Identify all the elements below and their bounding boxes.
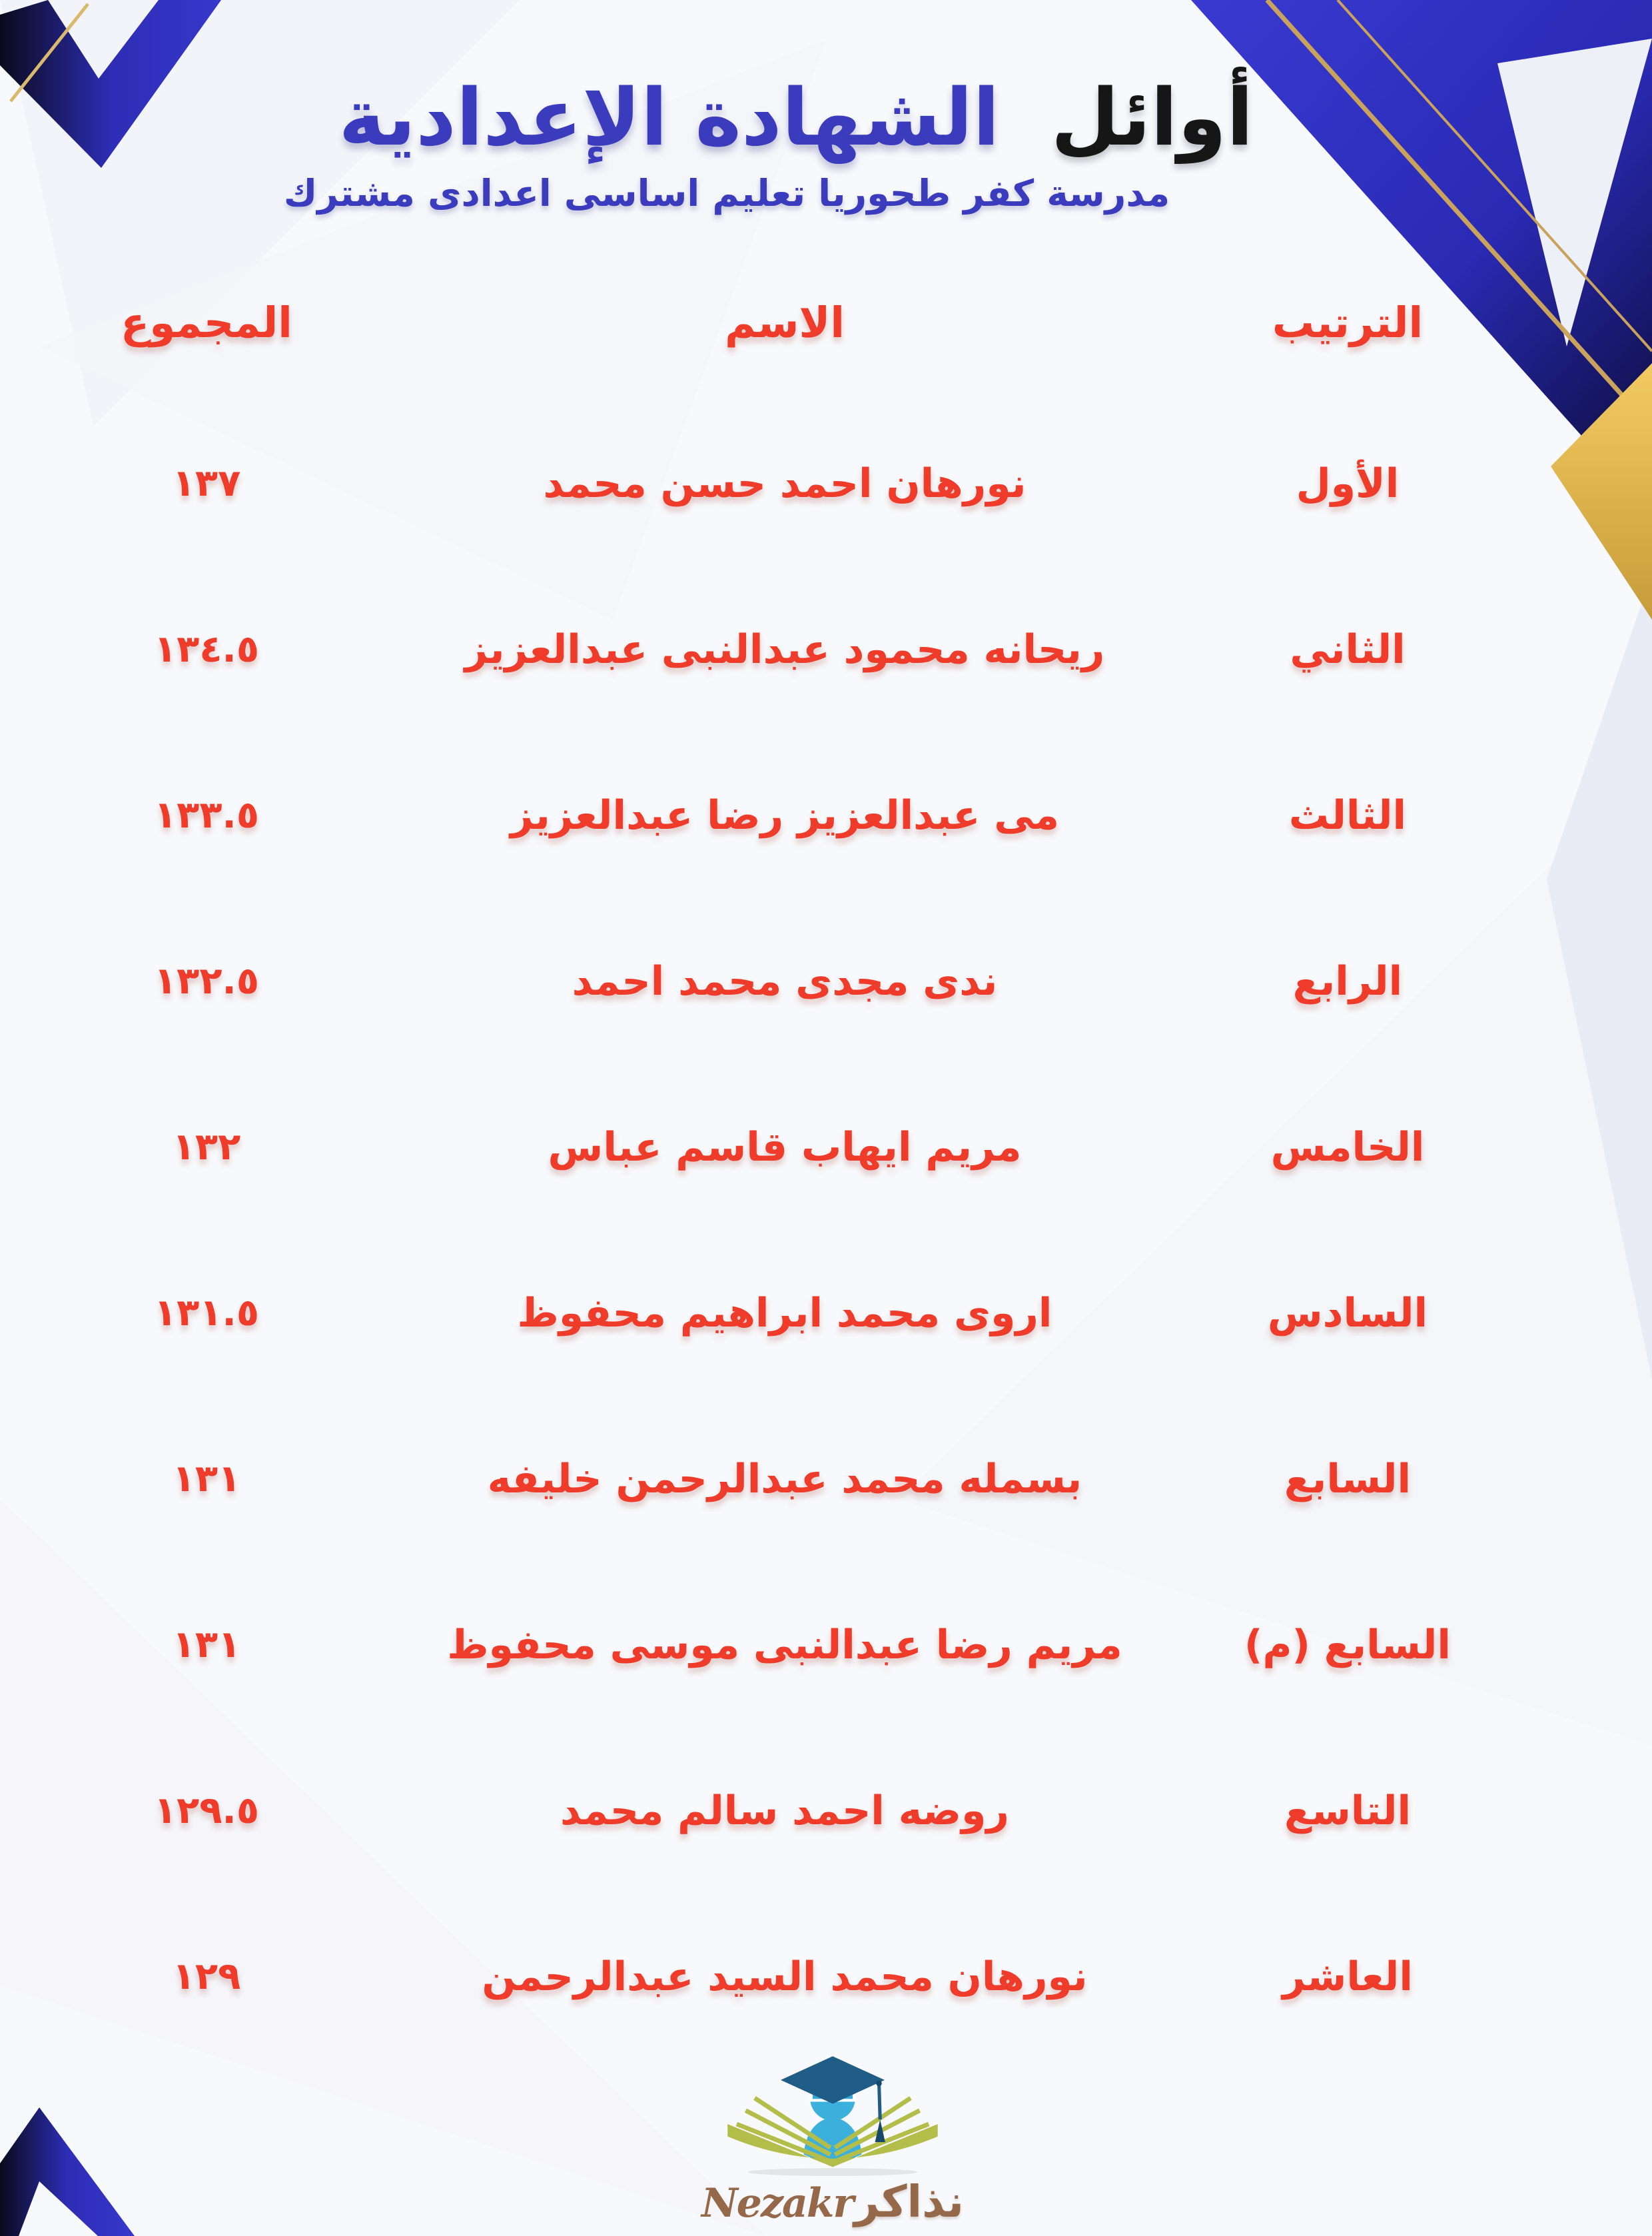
table-row: ١٣٤.٥ ريحانه محمود عبدالنبى عبدالعزيز ال…	[0, 566, 1652, 732]
bg-facet	[40, 40, 826, 620]
row-total: ١٣٣.٥	[154, 794, 259, 837]
row-total: ١٣١.٥	[154, 1291, 259, 1335]
bg-facet	[899, 766, 1652, 1746]
brand-arabic: نذاكر	[854, 2176, 965, 2227]
row-rank: الثالث	[1288, 792, 1407, 839]
table-row: ١٣١.٥ اروى محمد ابراهيم محفوظ السادس	[0, 1230, 1652, 1396]
brand-latin: Nezakr	[701, 2180, 854, 2227]
row-name: نورهان احمد حسن محمد	[543, 460, 1027, 507]
row-total: ١٣٤.٥	[154, 628, 259, 671]
row-total: ١٣٢.٥	[154, 959, 259, 1003]
row-name: روضه احمد سالم محمد	[560, 1787, 1009, 1834]
row-name: مى عبدالعزيز رضا عبدالعزيز	[510, 792, 1060, 839]
row-name: بسمله محمد عبدالرحمن خليفه	[487, 1455, 1082, 1502]
row-rank: الخامس	[1270, 1123, 1425, 1171]
row-name: نورهان محمد السيد عبدالرحمن	[482, 1953, 1088, 2000]
gold-line	[1336, 0, 1652, 352]
graduate-cap-open-book-icon	[727, 2056, 938, 2176]
table-header: المجموع الاسم الترتيب	[0, 282, 1652, 362]
results-list: ١٣٧ نورهان احمد حسن محمد الأول ١٣٤.٥ ريح…	[0, 400, 1652, 2059]
table-row: ١٣٢ مريم ايهاب قاسم عباس الخامس	[0, 1064, 1652, 1230]
bottom-left-chevron	[0, 2107, 135, 2236]
row-name: مريم ايهاب قاسم عباس	[548, 1123, 1022, 1171]
table-row: ١٣٣.٥ مى عبدالعزيز رضا عبدالعزيز الثالث	[0, 732, 1652, 898]
top-right-pale-notch	[1497, 39, 1652, 346]
row-total: ١٣٢	[172, 1125, 241, 1169]
table-row: ١٢٩ نورهان محمد السيد عبدالرحمن العاشر	[0, 1894, 1652, 2059]
row-name: مريم رضا عبدالنبى موسى محفوظ	[447, 1621, 1122, 1668]
top-left-v-shape	[0, 0, 221, 168]
table-row: ١٣١ بسمله محمد عبدالرحمن خليفه السابع	[0, 1396, 1652, 1562]
header-total: المجموع	[121, 298, 292, 347]
page-title: أوائل الشهادة الإعدادية	[0, 69, 1592, 167]
bg-facet	[0, 1499, 766, 2236]
header-name: الاسم	[725, 298, 845, 347]
row-rank: الرابع	[1292, 957, 1403, 1005]
row-name: ريحانه محمود عبدالنبى عبدالعزيز	[464, 626, 1105, 673]
table-row: ١٣٢.٥ ندى مجدى محمد احمد الرابع	[0, 898, 1652, 1064]
row-rank: الأول	[1296, 460, 1400, 507]
brand-text: Nezakr نذاكر	[686, 2176, 979, 2227]
row-rank: التاسع	[1284, 1787, 1412, 1834]
table-row: ١٢٩.٥ روضه احمد سالم محمد التاسع	[0, 1728, 1652, 1894]
row-rank: الثاني	[1290, 626, 1406, 673]
row-total: ١٢٩	[172, 1955, 241, 1998]
row-total: ١٢٩.٥	[154, 1789, 259, 1832]
brand-logo: Nezakr نذاكر	[686, 2035, 979, 2227]
row-total: ١٣١	[172, 1623, 241, 1666]
row-name: ندى مجدى محمد احمد	[572, 957, 998, 1005]
table-row: ١٣١ مريم رضا عبدالنبى موسى محفوظ السابع …	[0, 1562, 1652, 1728]
row-rank: السابع	[1284, 1455, 1412, 1502]
gold-line	[1265, 0, 1652, 430]
row-total: ١٣٧	[172, 462, 241, 505]
row-rank: السابع (م)	[1244, 1621, 1451, 1668]
gold-line	[9, 3, 89, 103]
row-total: ١٣١	[172, 1457, 241, 1500]
gold-corner-band	[1551, 363, 1652, 620]
school-name: مدرسة كفر طحوريا تعليم اساسى اعدادى مشتر…	[283, 172, 1170, 215]
header-rank: الترتيب	[1272, 298, 1424, 347]
right-edge-facet	[1547, 573, 1652, 1379]
title-highlight: أوائل	[1050, 71, 1254, 164]
table-row: ١٣٧ نورهان احمد حسن محمد الأول	[0, 400, 1652, 566]
title-rest: الشهادة الإعدادية	[338, 71, 1000, 164]
row-rank: السادس	[1267, 1289, 1428, 1337]
row-name: اروى محمد ابراهيم محفوظ	[517, 1289, 1052, 1337]
row-rank: العاشر	[1282, 1953, 1413, 2000]
